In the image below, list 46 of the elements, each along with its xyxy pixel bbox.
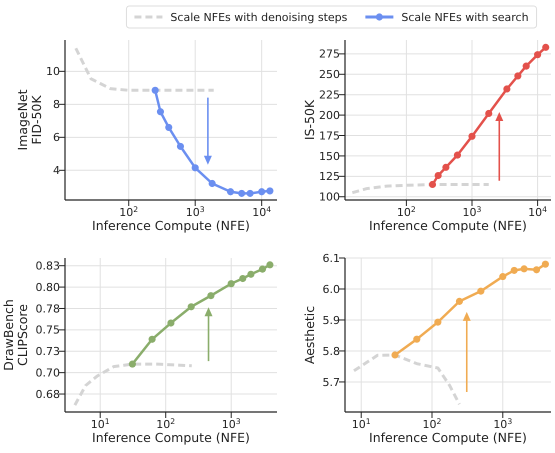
y-tick-label: 0.75	[36, 324, 60, 337]
y-tick-label: 0.80	[36, 280, 60, 294]
y-tick-label: 0.70	[36, 366, 60, 380]
y-tick-label: 175	[319, 129, 340, 142]
y-tick-label: 200	[319, 108, 340, 122]
y-tick-label: 8	[53, 98, 60, 112]
y-tick-label: 275	[319, 48, 340, 61]
y-tick-label: 0.83	[36, 260, 60, 273]
x-tick-label: 10$^{1}$	[352, 416, 371, 431]
y-tick-label: 0.73	[36, 345, 60, 358]
y-tick-label: 6.0	[322, 282, 340, 296]
y-tick-label: 4	[53, 164, 60, 178]
y-axis-title: Aesthetic	[302, 306, 317, 364]
x-axis-title: Inference Compute (NFE)	[92, 430, 250, 445]
y-tick-label: 225	[319, 88, 340, 102]
x-tick-label: 10$^{1}$	[90, 416, 110, 431]
y-axis-title: ImageNet FID-50K	[15, 89, 44, 151]
x-tick-label: 10$^{2}$	[119, 204, 138, 219]
y-tick-label: 6	[53, 131, 60, 144]
y-tick-label: 250	[319, 68, 340, 82]
x-tick-label: 10$^{4}$	[252, 204, 272, 219]
x-tick-label: 10$^{2}$	[396, 204, 416, 219]
y-tick-label: 6.1	[322, 252, 340, 265]
x-tick-label: 10$^{3}$	[222, 416, 241, 431]
y-tick-label: 100	[319, 190, 340, 204]
x-tick-label: 10$^{3}$	[493, 416, 512, 431]
x-tick-label: 10$^{4}$	[528, 204, 548, 219]
y-tick-label: 125	[319, 170, 340, 184]
y-tick-label: 150	[319, 150, 340, 163]
y-axis-title: IS-50K	[302, 99, 317, 140]
y-tick-label: 0.78	[36, 302, 60, 316]
x-tick-label: 10$^{3}$	[186, 204, 205, 219]
x-tick-label: 10$^{2}$	[156, 416, 176, 431]
x-axis-title: Inference Compute (NFE)	[369, 218, 527, 233]
x-tick-label: 10$^{3}$	[462, 204, 482, 219]
legend-label: Scale NFEs with search	[401, 10, 529, 24]
y-tick-label: 0.68	[36, 388, 60, 401]
y-tick-label: 5.7	[322, 376, 340, 389]
x-axis-title: Inference Compute (NFE)	[369, 430, 527, 445]
legend-label: Scale NFEs with denoising steps	[170, 10, 348, 24]
y-tick-label: 10	[46, 65, 60, 78]
y-tick-label: 5.8	[322, 344, 340, 358]
x-tick-label: 10$^{2}$	[422, 416, 442, 431]
y-tick-label: 5.9	[322, 314, 340, 327]
x-axis-title: Inference Compute (NFE)	[92, 218, 250, 233]
y-axis-title: DrawBench CLIPScore	[1, 299, 30, 371]
